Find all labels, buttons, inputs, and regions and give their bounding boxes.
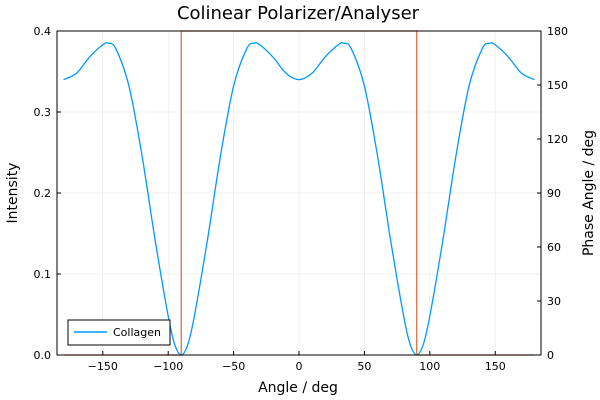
y2-tick-label: 30	[547, 295, 561, 308]
series-line-collagen	[63, 42, 535, 356]
legend: Collagen	[67, 319, 171, 346]
x-tick-label: −50	[222, 360, 245, 373]
x-tick-label: 0	[296, 360, 303, 373]
y2-tick-label: 150	[547, 79, 568, 92]
y-axis-ticks: 0.0 0.1 0.2 0.3 0.4	[34, 25, 61, 362]
x-tick-label: 50	[357, 360, 371, 373]
y-tick-label: 0.1	[34, 268, 52, 281]
chart-title: Colinear Polarizer/Analyser	[177, 3, 420, 24]
legend-label-collagen: Collagen	[113, 326, 161, 339]
y2-tick-label: 90	[547, 187, 561, 200]
x-tick-label: −150	[88, 360, 118, 373]
y-tick-label: 0.2	[34, 187, 52, 200]
y2-tick-label: 0	[547, 349, 554, 362]
y-tick-label: 0.4	[34, 25, 52, 38]
x-axis-ticks: −150 −100 −50 0 50 100 150	[88, 351, 506, 373]
x-tick-label: 100	[419, 360, 440, 373]
y2-axis-title: Phase Angle / deg	[581, 130, 597, 256]
y2-tick-label: 120	[547, 133, 568, 146]
y2-tick-label: 180	[547, 25, 568, 38]
x-tick-label: 150	[485, 360, 506, 373]
x-axis-title: Angle / deg	[258, 380, 338, 396]
x-tick-label: −100	[153, 360, 183, 373]
y-tick-label: 0.3	[34, 106, 52, 119]
y2-axis-ticks: 0 30 60 90 120 150 180	[537, 25, 568, 362]
y-tick-label: 0.0	[34, 349, 52, 362]
y2-tick-label: 60	[547, 241, 561, 254]
y-axis-title: Intensity	[5, 163, 21, 224]
